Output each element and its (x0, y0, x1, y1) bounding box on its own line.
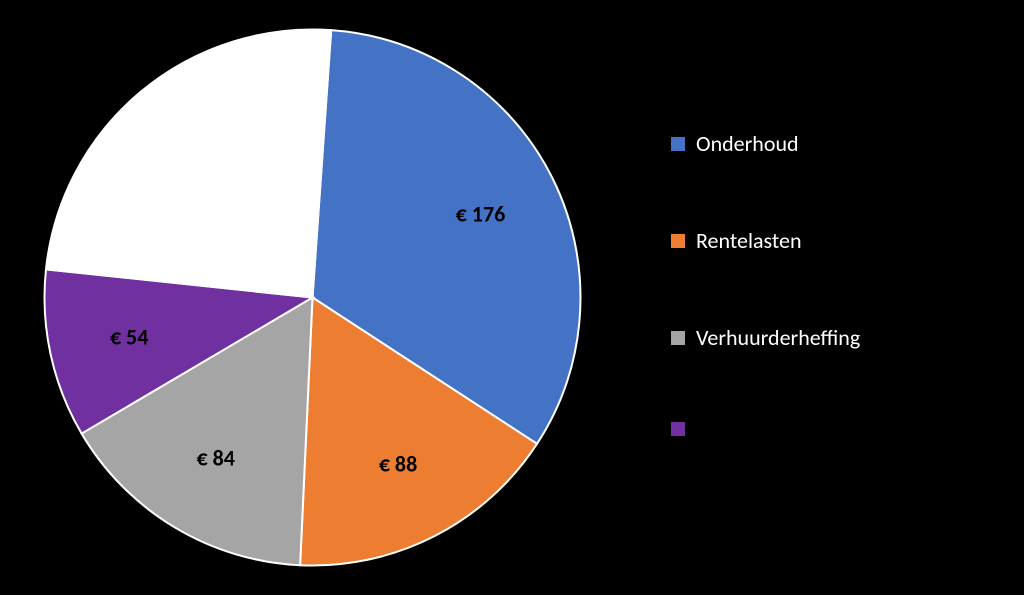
legend-swatch (670, 136, 686, 152)
legend-label: Verhuurderheffing (696, 324, 860, 351)
legend-label: Onderhoud (696, 130, 799, 157)
legend-swatch (670, 421, 686, 437)
legend-label: Rentelasten (696, 227, 802, 254)
legend-swatch (670, 233, 686, 249)
legend: Onderhoud Rentelasten Verhuurderheffing (670, 130, 990, 507)
legend-item: Onderhoud (670, 130, 990, 157)
pie-chart: € 176€ 88€ 84€ 54 (40, 25, 585, 570)
legend-item: Rentelasten (670, 227, 990, 254)
legend-item: Verhuurderheffing (670, 324, 990, 351)
pie-chart-container: € 176€ 88€ 84€ 54 Onderhoud Rentelasten Ve… (0, 0, 1024, 595)
pie-svg (40, 25, 585, 570)
pie-slice (46, 29, 331, 297)
legend-item (670, 421, 990, 437)
legend-swatch (670, 330, 686, 346)
